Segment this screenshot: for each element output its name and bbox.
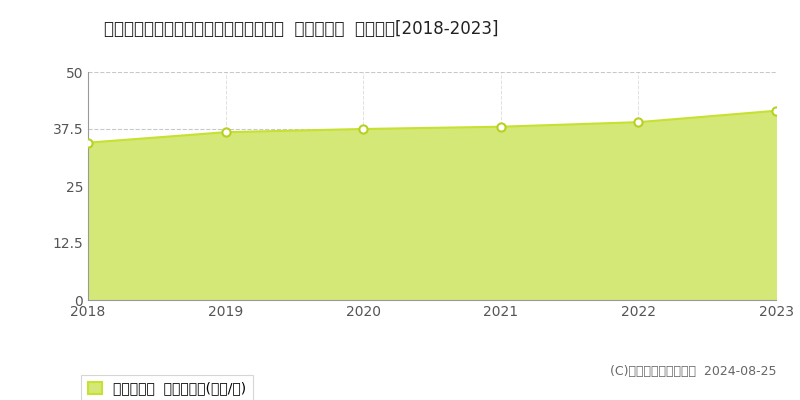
Point xyxy=(357,126,370,132)
Legend: 基準地価格  平均坪単価(万円/坪): 基準地価格 平均坪単価(万円/坪) xyxy=(81,375,253,400)
Text: (C)土地価格ドットコム  2024-08-25: (C)土地価格ドットコム 2024-08-25 xyxy=(610,365,776,378)
Text: 宮城県多賀城市中央２丁目５０１番４外  基準地価格  地価推移[2018-2023]: 宮城県多賀城市中央２丁目５０１番４外 基準地価格 地価推移[2018-2023] xyxy=(104,20,498,38)
Point xyxy=(632,119,645,125)
Point xyxy=(82,140,94,146)
Point xyxy=(494,124,507,130)
Point xyxy=(770,108,782,114)
Point xyxy=(219,129,232,135)
